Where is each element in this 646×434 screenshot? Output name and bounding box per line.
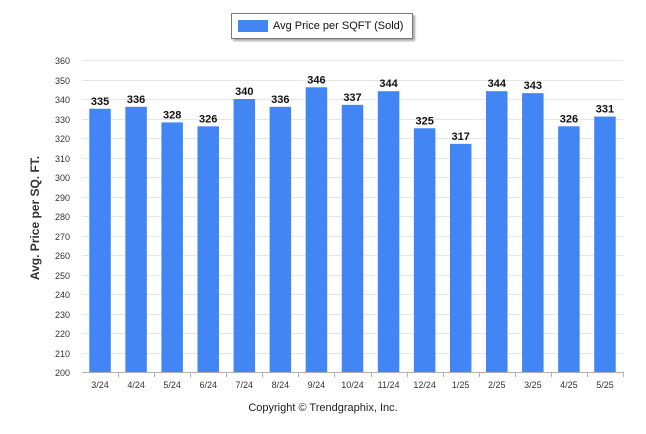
x-tick-label: 3/25 xyxy=(524,380,542,390)
x-tick-label: 9/24 xyxy=(308,380,326,390)
data-label: 346 xyxy=(307,74,325,86)
y-tick-label: 330 xyxy=(55,115,70,125)
x-tick-label: 4/25 xyxy=(560,380,578,390)
data-label: 325 xyxy=(415,115,433,127)
x-tick-label: 8/24 xyxy=(272,380,290,390)
data-label: 344 xyxy=(379,78,398,90)
bar-5-25 xyxy=(594,116,616,372)
y-tick-label: 230 xyxy=(55,310,70,320)
legend: Avg Price per SQFT (Sold) xyxy=(231,13,413,39)
bar-4-25 xyxy=(558,126,580,372)
x-tick-label: 4/24 xyxy=(127,380,145,390)
y-tick-label: 270 xyxy=(55,232,70,242)
y-tick-label: 340 xyxy=(55,95,70,105)
x-tick-label: 3/24 xyxy=(91,380,109,390)
y-tick-label: 210 xyxy=(55,349,70,359)
y-tick-label: 350 xyxy=(55,76,70,86)
bar-9-24 xyxy=(305,87,328,373)
data-label: 328 xyxy=(163,109,181,121)
x-tick-label: 7/24 xyxy=(236,380,254,390)
y-tick-label: 250 xyxy=(55,271,70,281)
y-tick-label: 280 xyxy=(55,212,70,222)
data-label: 336 xyxy=(271,94,289,106)
y-tick-label: 240 xyxy=(55,290,70,300)
bar-layer xyxy=(89,87,616,373)
bar-7-24 xyxy=(233,99,256,372)
data-label: 337 xyxy=(343,92,361,104)
y-tick-label: 360 xyxy=(55,56,70,66)
y-tick-label: 260 xyxy=(55,251,70,261)
data-label: 336 xyxy=(127,94,145,106)
x-tick-label: 10/24 xyxy=(341,380,364,390)
x-tick-label: 2/25 xyxy=(488,380,506,390)
y-tick-label: 220 xyxy=(55,329,70,339)
x-tick-label: 1/25 xyxy=(452,380,470,390)
bar-6-24 xyxy=(197,126,219,372)
y-tick-label: 320 xyxy=(55,134,70,144)
data-label: 343 xyxy=(524,80,542,92)
x-tick-label: 11/24 xyxy=(378,380,400,390)
data-label: 326 xyxy=(199,113,217,125)
x-tick-label: 6/24 xyxy=(199,380,217,390)
bar-3-24 xyxy=(89,108,111,372)
x-tick-label: 12/24 xyxy=(413,380,436,390)
bar-8-24 xyxy=(269,106,292,373)
bar-10-24 xyxy=(341,104,364,372)
data-label: 340 xyxy=(235,86,253,98)
data-label: 335 xyxy=(91,96,109,108)
copyright-text: Copyright © Trendgraphix, Inc. xyxy=(248,402,398,414)
bar-12-24 xyxy=(413,128,436,372)
y-tick-label: 290 xyxy=(55,193,70,203)
y-tick-label: 310 xyxy=(55,154,70,164)
y-tick-label: 300 xyxy=(55,173,70,183)
bar-3-25 xyxy=(522,93,544,373)
legend-label: Avg Price per SQFT (Sold) xyxy=(273,20,404,32)
data-label: 331 xyxy=(596,104,614,116)
bar-11-24 xyxy=(377,91,400,372)
x-tick-label: 5/24 xyxy=(163,380,181,390)
axis-layer: 200 210 220 230 240 250 260 270 280 290 300 310 320 3… xyxy=(55,56,624,390)
bar-5-24 xyxy=(161,122,183,373)
data-label: 344 xyxy=(488,78,507,90)
label-layer: 335 336 328 326 340 336 346 337 344 325 317 344 343 3… xyxy=(91,74,614,143)
x-tick-label: 5/25 xyxy=(596,380,614,390)
y-tick-label: 200 xyxy=(55,368,70,378)
bar-2-25 xyxy=(486,91,508,372)
legend-swatch xyxy=(238,20,268,32)
data-label: 326 xyxy=(560,113,578,125)
data-label: 317 xyxy=(452,131,470,143)
bar-1-25 xyxy=(449,143,472,372)
bar-4-24 xyxy=(125,106,147,373)
